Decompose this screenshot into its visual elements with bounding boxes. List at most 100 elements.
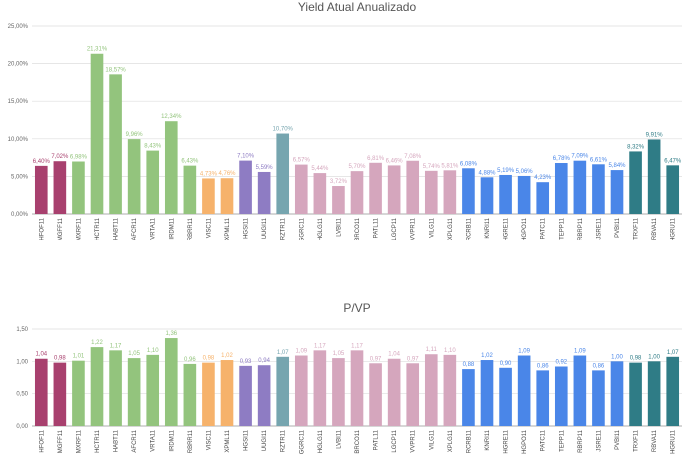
x-tick-label: TEPP11 xyxy=(559,429,565,452)
bar-hctr11 xyxy=(90,347,104,426)
data-label: 5,84% xyxy=(608,163,626,169)
y-tick-label: 20,00% xyxy=(8,62,29,68)
data-label: 21,31% xyxy=(87,47,108,53)
x-tick-label: HFOF11 xyxy=(39,429,45,452)
bar-afcr11 xyxy=(127,358,141,426)
x-tick-label: RCRB11 xyxy=(466,429,472,453)
bar-hfof11 xyxy=(34,165,48,214)
bar-jsre11 xyxy=(592,164,605,214)
bar-hctr11 xyxy=(90,53,104,215)
x-tick-label: HGRE11 xyxy=(504,429,510,453)
x-tick-label: GGRC11 xyxy=(299,429,305,454)
x-tick-label: PATC11 xyxy=(541,217,547,239)
data-label: 1,04 xyxy=(388,352,400,358)
data-label: 8,43% xyxy=(144,144,162,150)
bar-habt11 xyxy=(109,350,122,426)
bar-hfof11 xyxy=(34,358,48,426)
data-label: 3,72% xyxy=(330,179,348,185)
data-label: 1,00 xyxy=(648,354,660,360)
data-label: 4,76% xyxy=(218,171,236,177)
data-label: 1,17 xyxy=(351,343,363,349)
y-tick-label: 15,00% xyxy=(8,99,29,105)
x-tick-label: HGSI11 xyxy=(244,429,250,451)
x-tick-label: TRXF11 xyxy=(634,429,640,452)
data-label: 0,98 xyxy=(54,356,66,362)
x-tick-label: PVBI11 xyxy=(615,217,621,238)
bar-visc11 xyxy=(202,178,215,214)
data-label: 5,19% xyxy=(497,168,515,174)
bar-tepp11 xyxy=(554,366,568,426)
data-label: 6,46% xyxy=(386,158,404,164)
data-label: 4,23% xyxy=(534,175,552,181)
bar-hglg11 xyxy=(313,350,327,426)
data-label: 1,07 xyxy=(277,350,289,356)
x-tick-label: KNRI11 xyxy=(485,217,491,238)
x-tick-label: XPLG11 xyxy=(448,429,454,452)
bar-irdm11 xyxy=(164,338,178,426)
data-label: 0,92 xyxy=(555,360,567,366)
bar-rbrp11 xyxy=(573,160,587,214)
x-tick-label: LVBI11 xyxy=(336,429,342,448)
data-label: 1,17 xyxy=(314,343,326,349)
x-tick-label: PVBI11 xyxy=(615,429,621,450)
bar-vrta11 xyxy=(146,150,160,214)
x-tick-label: HABT11 xyxy=(114,429,120,452)
x-tick-label: HGSI11 xyxy=(244,217,250,239)
bar-mgff11 xyxy=(53,362,67,426)
bar-xplg11 xyxy=(443,170,457,214)
bar-afcr11 xyxy=(127,139,141,214)
bar-jsre11 xyxy=(592,370,605,426)
data-label: 12,34% xyxy=(161,114,182,120)
x-tick-label: LVBI11 xyxy=(336,217,342,236)
x-tick-label: PATL11 xyxy=(374,217,380,238)
x-tick-label: RBVA11 xyxy=(652,429,658,452)
data-label: 6,08% xyxy=(460,161,478,167)
x-tick-label: MGFF11 xyxy=(58,217,64,240)
bar-knri11 xyxy=(480,177,494,214)
data-label: 0,98 xyxy=(630,356,642,362)
yield-chart: Yield Atual Anualizado 0,00% 5,00% 10,00% 15… xyxy=(8,0,682,240)
bar-ggrc11 xyxy=(294,355,308,426)
x-tick-label: HCTR11 xyxy=(95,217,101,240)
x-tick-label: JSRE11 xyxy=(596,429,602,451)
bar-vilg11 xyxy=(424,354,438,426)
bar-trxf11 xyxy=(629,362,642,426)
bar-hgre11 xyxy=(499,174,512,214)
pvp-chart: P/VP 0,00 0,50 1,00 1,50 1,04 HFOF11 0,98 MGFF11… xyxy=(16,301,682,454)
data-label: 1,17 xyxy=(110,343,122,349)
data-label: 1,36 xyxy=(165,331,177,337)
y-tick-label: 5,00% xyxy=(11,174,29,180)
x-tick-label: MGFF11 xyxy=(58,429,64,453)
data-label: 8,32% xyxy=(627,144,645,150)
x-tick-label: VISC11 xyxy=(206,429,212,450)
x-tick-label: BRCO11 xyxy=(355,217,361,240)
y-tick-label: 25,00% xyxy=(8,24,29,30)
data-label: 9,91% xyxy=(646,132,664,138)
y-tick-label: 0,50 xyxy=(16,392,28,398)
x-tick-label: KNRI11 xyxy=(485,429,491,450)
data-label: 6,57% xyxy=(293,158,311,164)
data-label: 0,90 xyxy=(500,361,512,367)
x-tick-label: XPML11 xyxy=(225,429,231,452)
x-tick-label: PATC11 xyxy=(541,429,547,451)
x-tick-label: TRXF11 xyxy=(634,217,640,240)
x-tick-label: AFCR11 xyxy=(132,217,138,240)
x-tick-label: RCRB11 xyxy=(466,217,472,240)
bar-vrta11 xyxy=(146,354,160,426)
data-label: 1,09 xyxy=(574,349,586,355)
x-tick-label: LGCP11 xyxy=(392,217,398,240)
bar-ggrc11 xyxy=(294,164,308,214)
data-label: 1,04 xyxy=(35,352,47,358)
data-label: 6,61% xyxy=(590,157,608,163)
y-tick-label: 1,00 xyxy=(16,359,28,365)
bar-hgsi11 xyxy=(239,160,252,214)
x-tick-label: RBRR11 xyxy=(188,217,194,240)
x-tick-label: RZTR11 xyxy=(281,217,287,240)
x-tick-label: HGLG11 xyxy=(318,217,324,240)
data-label: 10,70% xyxy=(273,127,294,133)
bar-rbrr11 xyxy=(183,165,197,214)
data-label: 7,02% xyxy=(51,154,69,160)
x-tick-label: HCTR11 xyxy=(95,429,101,453)
bar-hgpo11 xyxy=(517,175,531,214)
